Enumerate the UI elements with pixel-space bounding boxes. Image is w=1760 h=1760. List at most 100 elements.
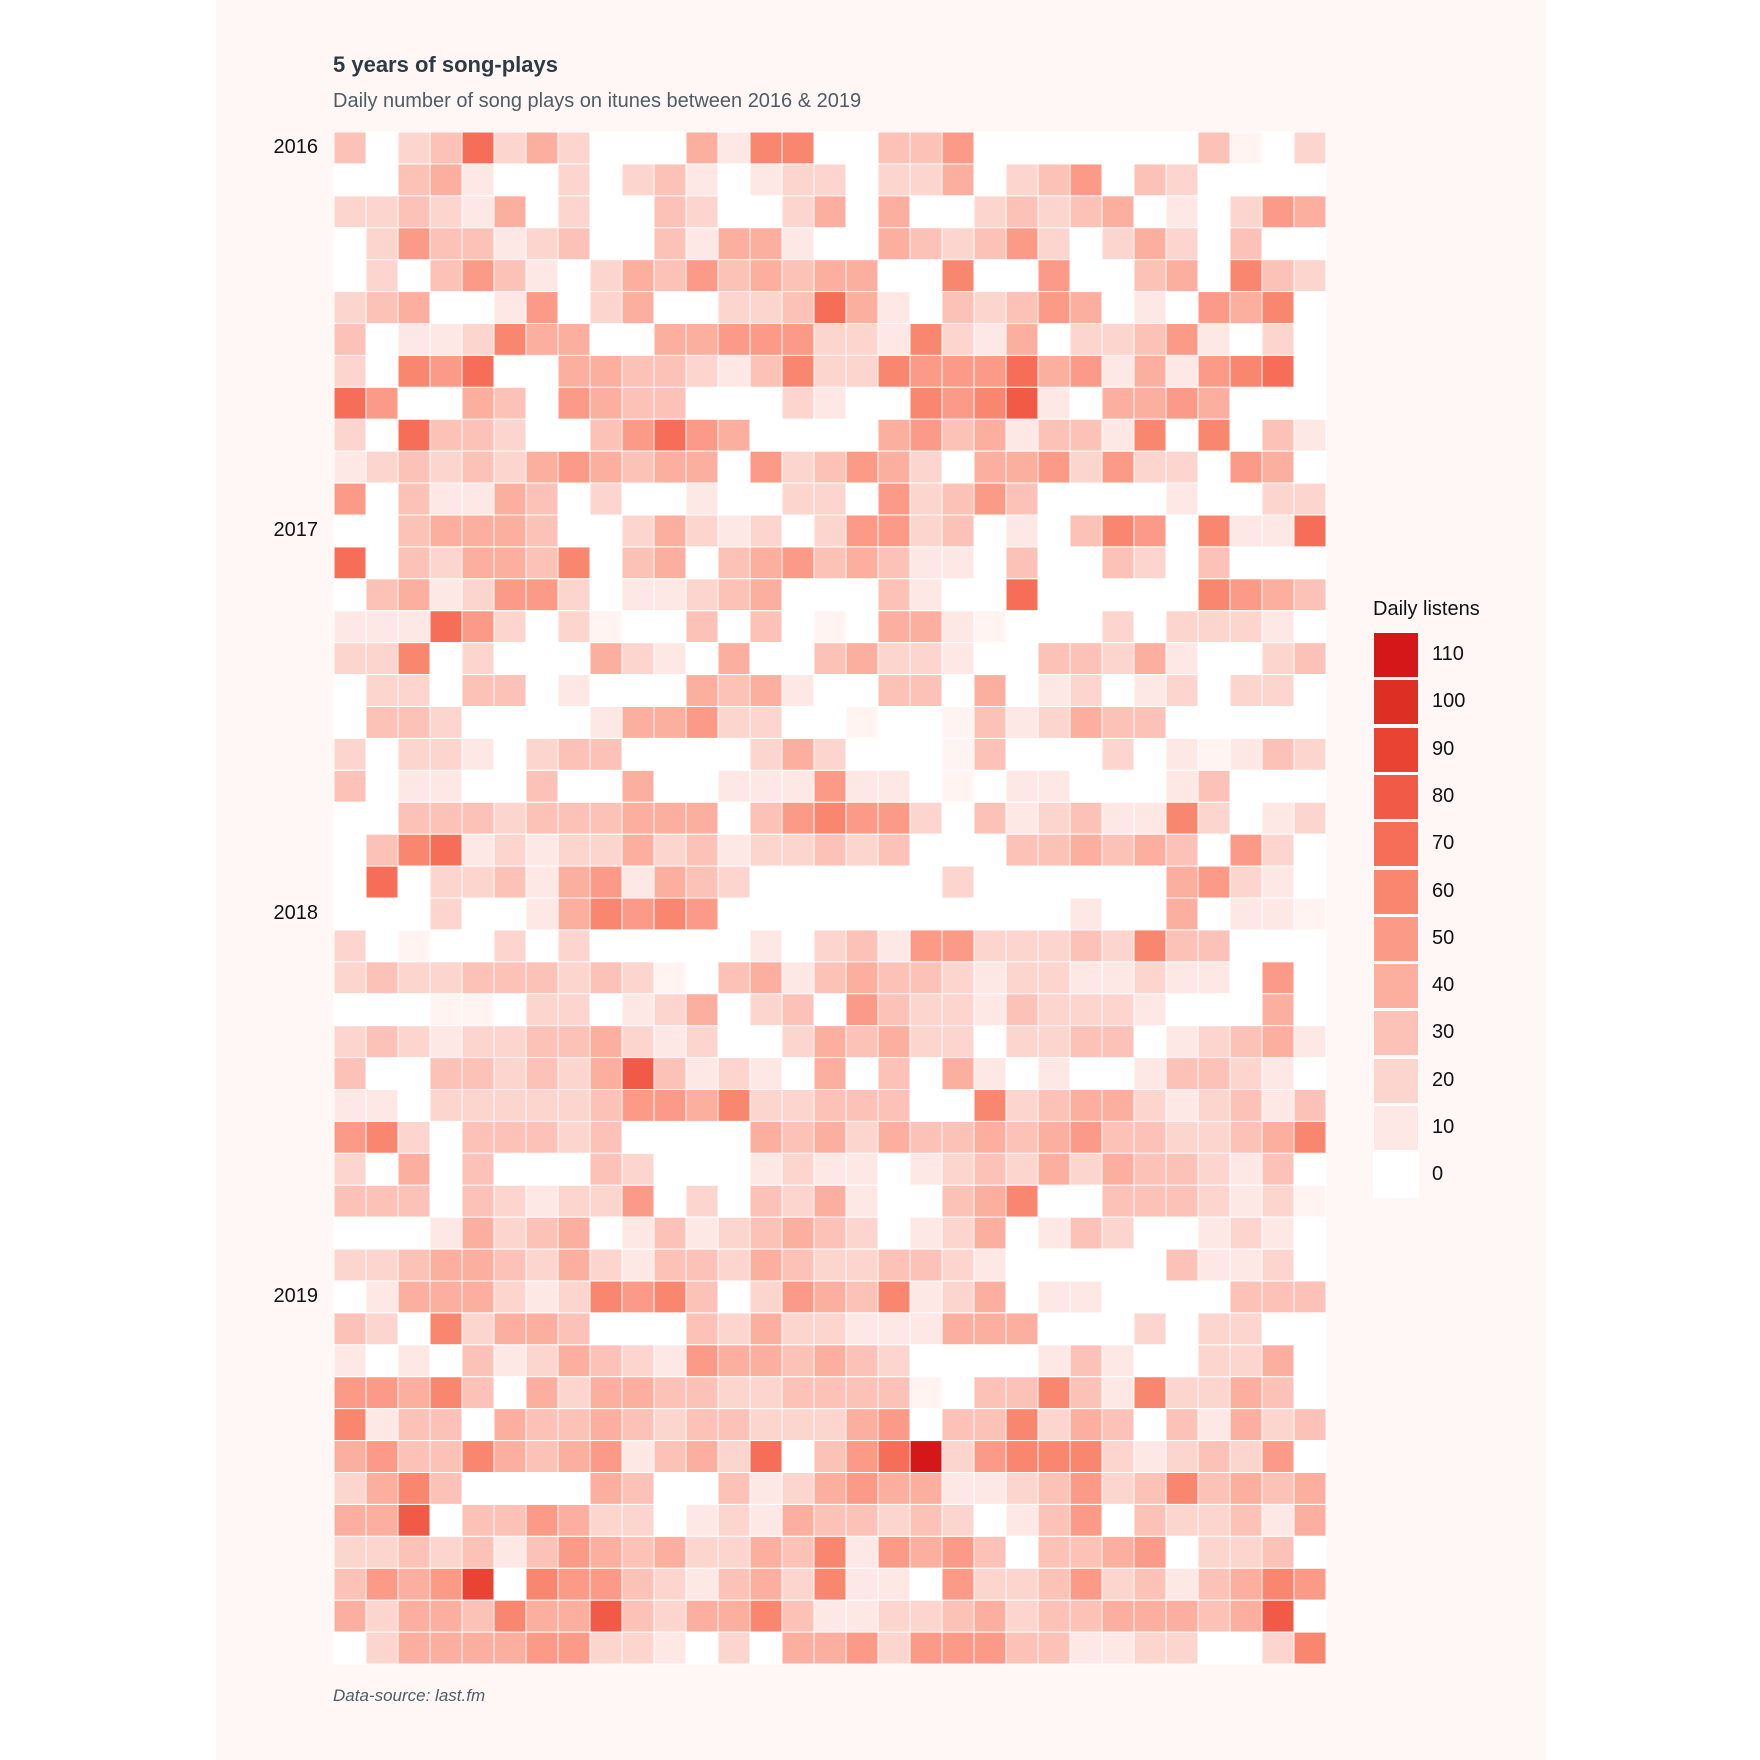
heatmap-cell	[493, 865, 527, 899]
heatmap-cell	[909, 1376, 943, 1410]
heatmap-cell	[397, 1631, 431, 1665]
heatmap-cell	[749, 1312, 783, 1346]
heatmap-cell	[653, 195, 687, 229]
heatmap-cell	[1101, 1408, 1135, 1442]
heatmap-cell	[877, 1089, 911, 1122]
heatmap-cell	[685, 1535, 719, 1569]
heatmap-cell	[589, 1312, 623, 1346]
chart-subtitle: Daily number of song plays on itunes bet…	[333, 90, 862, 112]
heatmap-cell	[749, 897, 783, 931]
heatmap-cell	[621, 450, 655, 484]
heatmap-cell	[461, 546, 495, 580]
heatmap-cell	[717, 259, 751, 293]
heatmap-cell	[877, 706, 911, 739]
heatmap-cell	[717, 1184, 751, 1218]
heatmap-cell	[461, 610, 495, 644]
heatmap-cell	[621, 961, 655, 995]
heatmap-cell	[749, 1472, 783, 1505]
heatmap-cell	[1261, 131, 1295, 165]
heatmap-cell	[845, 514, 879, 548]
heatmap-cell	[493, 291, 527, 324]
heatmap-cell	[781, 1280, 815, 1314]
heatmap-cell	[1197, 642, 1231, 676]
heatmap-cell	[1069, 1472, 1103, 1505]
heatmap-cell	[525, 1152, 559, 1186]
heatmap-cell	[1101, 897, 1135, 931]
heatmap-cell	[589, 1599, 623, 1633]
heatmap-cell	[525, 131, 559, 165]
heatmap-cell	[365, 482, 399, 516]
heatmap-cell	[717, 1472, 751, 1505]
heatmap-cell	[1165, 546, 1199, 580]
heatmap-cell	[493, 801, 527, 835]
heatmap-cell	[333, 418, 367, 452]
heatmap-cell	[461, 386, 495, 420]
heatmap-cell	[909, 1408, 943, 1442]
heatmap-cell	[973, 993, 1007, 1027]
heatmap-cell	[973, 163, 1007, 197]
heatmap-cell	[1101, 929, 1135, 963]
heatmap-cell	[621, 1057, 655, 1090]
heatmap-cell	[525, 706, 559, 739]
heatmap-cell	[589, 1184, 623, 1218]
heatmap-cell	[397, 674, 431, 708]
heatmap-cell	[749, 1567, 783, 1601]
heatmap-cell	[525, 769, 559, 803]
heatmap-cell	[909, 833, 943, 867]
heatmap-cell	[1037, 610, 1071, 644]
heatmap-cell	[1133, 386, 1167, 420]
heatmap-cell	[717, 674, 751, 708]
heatmap-cell	[525, 1120, 559, 1154]
heatmap-cell	[589, 354, 623, 388]
heatmap-cell	[397, 1120, 431, 1154]
heatmap-cell	[1165, 1535, 1199, 1569]
heatmap-cell	[397, 706, 431, 739]
heatmap-cell	[749, 418, 783, 452]
heatmap-cell	[973, 1599, 1007, 1633]
heatmap-cell	[493, 1248, 527, 1282]
heatmap-cell	[941, 578, 975, 612]
heatmap-cell	[461, 1344, 495, 1378]
heatmap-cell	[461, 993, 495, 1027]
heatmap-cell	[653, 1025, 687, 1059]
heatmap-cell	[493, 993, 527, 1027]
heatmap-cell	[589, 1216, 623, 1250]
heatmap-cell	[1261, 865, 1295, 899]
heatmap-cell	[1197, 482, 1231, 516]
heatmap-cell	[397, 1216, 431, 1250]
heatmap-cell	[685, 610, 719, 644]
heatmap-cell	[1101, 163, 1135, 197]
heatmap-cell	[845, 1057, 879, 1090]
heatmap-cell	[1261, 1089, 1295, 1122]
heatmap-cell	[397, 514, 431, 548]
heatmap-cell	[941, 1184, 975, 1218]
heatmap-cell	[365, 1312, 399, 1346]
heatmap-cell	[1229, 1152, 1263, 1186]
heatmap-cell	[877, 737, 911, 771]
legend-key	[1373, 1105, 1419, 1151]
heatmap-cell	[397, 1280, 431, 1314]
heatmap-cell	[973, 1025, 1007, 1059]
heatmap-cell	[1037, 1503, 1071, 1537]
heatmap-cell	[589, 674, 623, 708]
heatmap-cell	[685, 1312, 719, 1346]
heatmap-cell	[1261, 1025, 1295, 1059]
heatmap-cell	[429, 418, 463, 452]
heatmap-cell	[1133, 1408, 1167, 1442]
heatmap-cell	[1005, 674, 1039, 708]
heatmap-cell	[1037, 386, 1071, 420]
legend-label: 60	[1432, 879, 1455, 902]
heatmap-cell	[461, 706, 495, 739]
heatmap-cell	[1197, 674, 1231, 708]
heatmap-cell	[397, 769, 431, 803]
heatmap-cell	[333, 897, 367, 931]
heatmap-cell	[909, 1089, 943, 1122]
heatmap-cell	[813, 1184, 847, 1218]
heatmap-cell	[717, 1408, 751, 1442]
heatmap-cell	[1197, 323, 1231, 356]
heatmap-cell	[525, 418, 559, 452]
heatmap-cell	[941, 386, 975, 420]
heatmap-cell	[1133, 929, 1167, 963]
heatmap-cell	[1229, 482, 1263, 516]
heatmap-cell	[685, 131, 719, 165]
